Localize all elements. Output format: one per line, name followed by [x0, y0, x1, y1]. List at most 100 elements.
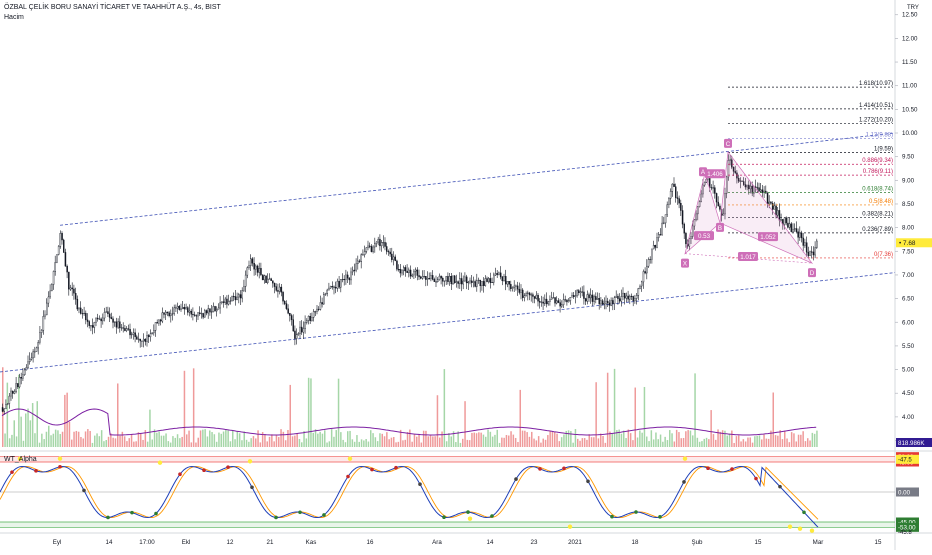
candle-body: [108, 313, 111, 318]
cross-dot: [562, 466, 566, 471]
candle-body: [768, 201, 771, 205]
candle-body: [137, 338, 140, 340]
candle-body: [387, 251, 390, 253]
candle-body: [360, 254, 363, 262]
candle-body: [610, 300, 612, 306]
volume-bar: [728, 433, 731, 447]
currency-label: TRY: [907, 5, 919, 11]
volume-bar: [395, 442, 397, 447]
candle-body: [314, 311, 317, 313]
candle-body: [391, 253, 393, 260]
volume-bar: [259, 442, 262, 447]
candle-body: [467, 281, 470, 284]
cross-dot: [34, 469, 38, 473]
candle-body: [61, 233, 63, 241]
volume-bar: [289, 384, 291, 447]
volume-legend-label: Hacim: [4, 14, 24, 21]
volume-bar: [531, 431, 533, 447]
volume-bar: [498, 442, 501, 447]
candle-body: [515, 285, 517, 287]
volume-bar: [457, 431, 459, 447]
volume-bar: [574, 429, 577, 447]
candle-body: [758, 187, 760, 192]
volume-bar: [786, 438, 788, 447]
candle-body: [537, 294, 539, 302]
volume-bar: [351, 439, 354, 447]
price-tick-label: 12.50: [902, 12, 918, 19]
harmonic-point-d: D: [810, 270, 815, 277]
volume-bar: [356, 435, 358, 447]
candle-body: [550, 297, 553, 300]
volume-bar: [211, 432, 213, 447]
harmonic-point-d-bg: [808, 268, 816, 278]
candle-body: [69, 287, 72, 290]
candle-body: [765, 190, 767, 194]
volume-bar: [620, 433, 623, 447]
wt2-line: [0, 466, 819, 520]
candle-body: [66, 265, 68, 273]
volume-bar: [310, 378, 312, 447]
volume-bar: [425, 430, 427, 447]
volume-bar: [103, 441, 105, 447]
candle-body: [566, 299, 568, 303]
cross-dot: [634, 510, 638, 514]
candle-body: [224, 298, 226, 303]
candle-body: [576, 290, 578, 296]
volume-bar: [705, 437, 708, 447]
volume-bar: [156, 432, 158, 447]
candle-body: [256, 265, 259, 273]
candle-body: [251, 258, 254, 264]
candle-body: [406, 270, 408, 273]
candle-body: [656, 237, 658, 248]
time-axis-label: 14: [106, 539, 113, 546]
volume-bar: [613, 368, 616, 447]
fib-level-label: 1.618(10.97): [859, 81, 893, 87]
candle-body: [353, 269, 356, 271]
candle-body: [460, 278, 463, 285]
volume-bar: [328, 441, 331, 447]
volume-bar: [510, 431, 512, 447]
candle-body: [187, 307, 189, 313]
candle-body: [766, 192, 769, 205]
candle-body: [661, 222, 663, 236]
candle-body: [380, 242, 383, 247]
candle-body: [8, 395, 11, 404]
volume-bar: [135, 441, 137, 447]
candle-body: [676, 197, 679, 199]
candle-body: [625, 295, 628, 299]
candle-body: [634, 298, 636, 302]
volume-bar: [464, 401, 466, 447]
candle-body: [345, 274, 347, 280]
candle-body: [136, 336, 138, 340]
candle-body: [437, 279, 439, 282]
volume-bar: [64, 394, 66, 447]
price-candles: [1, 154, 818, 415]
volume-bar: [804, 441, 807, 447]
volume-bar: [551, 431, 554, 447]
volume-bar: [641, 432, 643, 447]
volume-bar: [75, 430, 78, 447]
volume-bar: [740, 441, 742, 447]
volume-bar: [48, 425, 50, 447]
volume-bar: [501, 437, 503, 447]
candle-body: [158, 319, 160, 324]
candle-body: [52, 271, 55, 285]
time-axis-label: 16: [367, 539, 374, 546]
candle-body: [42, 316, 45, 331]
volume-bar: [195, 442, 197, 447]
candle-body: [272, 280, 274, 284]
volume-bar: [627, 429, 630, 447]
candle-body: [74, 293, 77, 300]
osc-axis-tag: -53.00: [898, 525, 916, 532]
candle-body: [520, 289, 522, 293]
candle-body: [144, 338, 147, 342]
volume-bar: [372, 433, 374, 447]
volume-bar: [593, 437, 595, 447]
candle-body: [214, 306, 216, 312]
candle-body: [471, 280, 473, 283]
osc-current-value-1: -47.5: [898, 458, 912, 464]
volume-bar: [321, 433, 324, 447]
candle-body: [115, 321, 118, 328]
